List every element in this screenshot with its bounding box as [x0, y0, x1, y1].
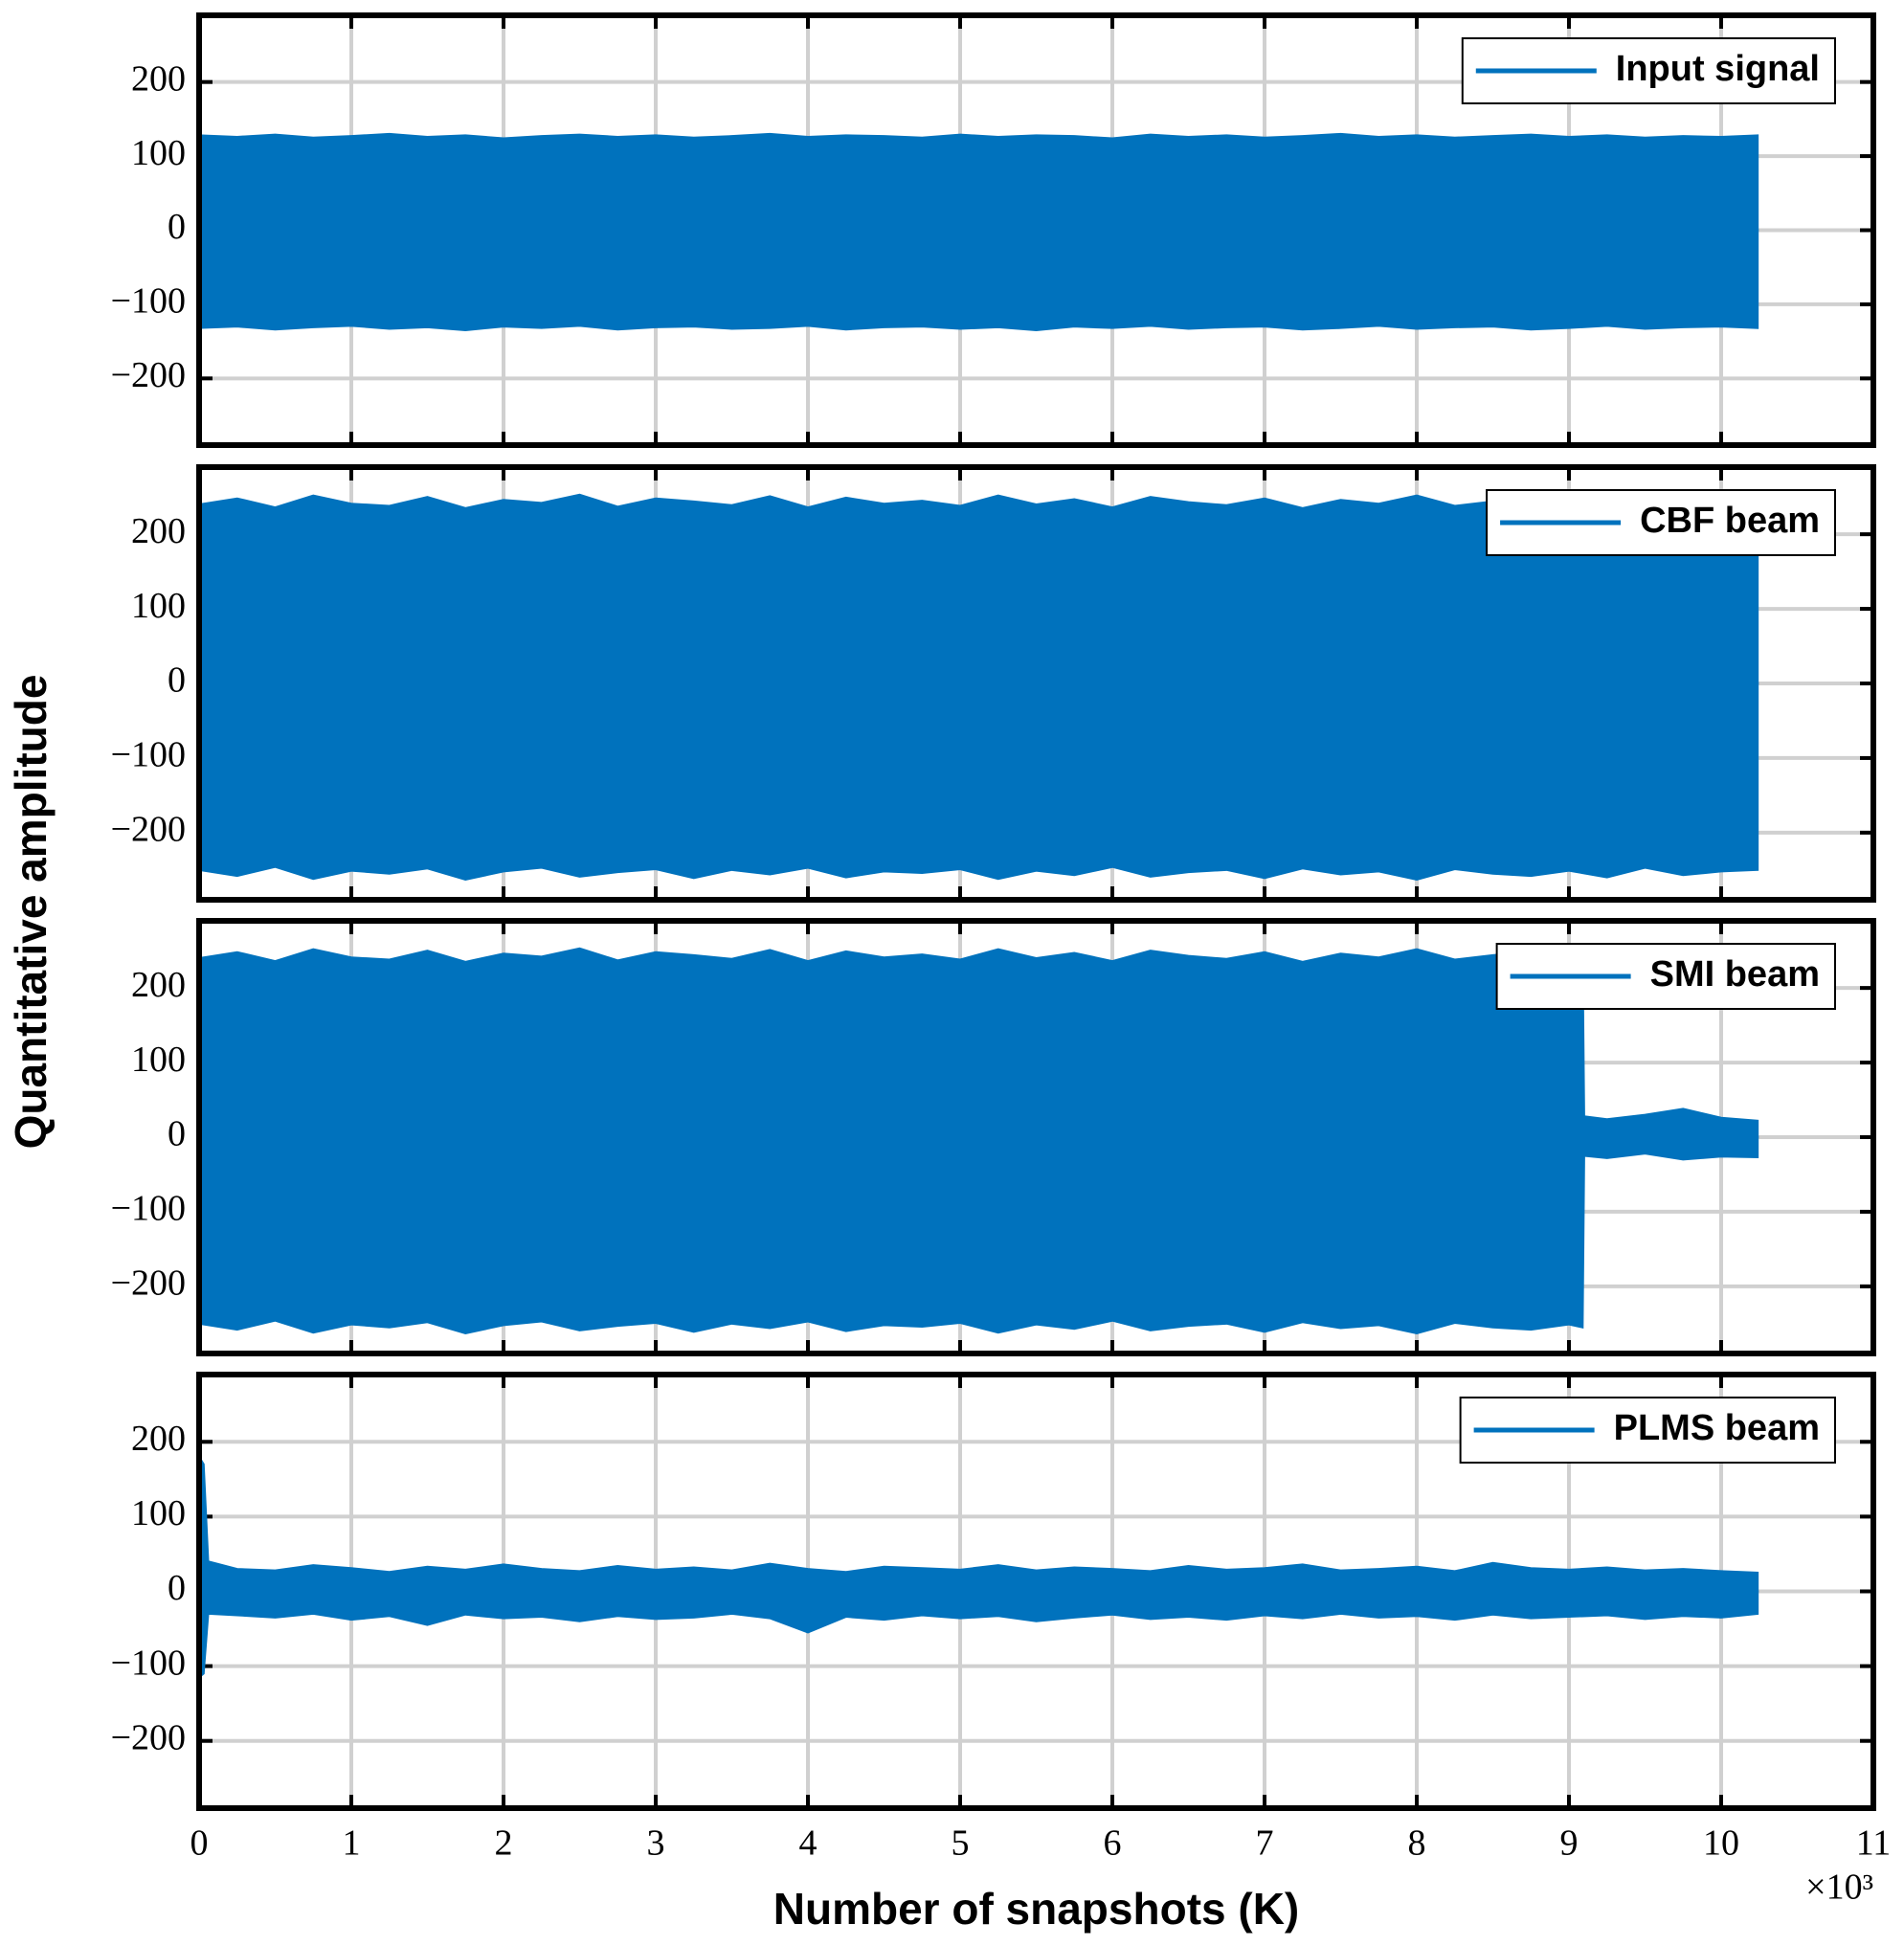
y-tick-label: −200 — [111, 355, 186, 395]
signal-area — [199, 1454, 1759, 1593]
signal-area — [199, 132, 1759, 232]
y-tick-label: 100 — [131, 1493, 186, 1533]
y-tick-label: −100 — [111, 1643, 186, 1683]
legend-label: PLMS beam — [1614, 1408, 1820, 1448]
x-tick-label: 5 — [952, 1823, 970, 1864]
y-tick-label: 100 — [131, 133, 186, 173]
y-tick-label: −100 — [111, 281, 186, 322]
signal-area — [199, 682, 1759, 881]
y-tick-label: 200 — [131, 511, 186, 551]
x-tick-label: 8 — [1408, 1823, 1426, 1864]
y-tick-label: 200 — [131, 965, 186, 1005]
plot-frame — [196, 464, 1876, 903]
legend: Input signal — [1461, 37, 1836, 104]
y-axis-label: Quantitative amplitude — [6, 675, 56, 1150]
y-tick-label: 0 — [168, 1568, 186, 1608]
legend-label: SMI beam — [1650, 954, 1820, 995]
y-tick-label: −200 — [111, 810, 186, 850]
y-tick-label: 0 — [168, 1114, 186, 1154]
x-tick-label: 7 — [1256, 1823, 1274, 1864]
legend-label: Input signal — [1616, 49, 1820, 89]
legend: SMI beam — [1495, 943, 1836, 1010]
x-axis-label: Number of snapshots (K) — [773, 1884, 1299, 1934]
plot-frame — [196, 12, 1876, 448]
y-tick-label: −200 — [111, 1264, 186, 1304]
legend-label: CBF beam — [1640, 501, 1820, 541]
plot-frame — [196, 1372, 1876, 1811]
y-tick-label: −100 — [111, 1189, 186, 1229]
legend: CBF beam — [1486, 489, 1836, 556]
x-tick-label: 10 — [1703, 1823, 1739, 1864]
x-tick-label: 0 — [190, 1823, 209, 1864]
x-tick-label: 2 — [495, 1823, 513, 1864]
y-tick-label: −100 — [111, 735, 186, 775]
y-tick-label: 0 — [168, 207, 186, 247]
x-tick-label: 11 — [1856, 1823, 1892, 1864]
signal-area — [199, 1590, 1759, 1679]
y-tick-label: 100 — [131, 1040, 186, 1080]
x-tick-label: 4 — [799, 1823, 818, 1864]
signal-area — [199, 1136, 1759, 1334]
y-tick-label: 200 — [131, 1419, 186, 1459]
x-tick-label: 6 — [1104, 1823, 1122, 1864]
x-multiplier: ×10³ — [1805, 1868, 1873, 1908]
x-tick-label: 9 — [1560, 1823, 1579, 1864]
legend: PLMS beam — [1459, 1397, 1836, 1464]
plot-frame — [196, 918, 1876, 1356]
y-tick-label: 100 — [131, 586, 186, 626]
x-tick-label: 3 — [647, 1823, 665, 1864]
y-tick-label: −200 — [111, 1717, 186, 1757]
y-tick-label: 200 — [131, 58, 186, 99]
y-tick-label: 0 — [168, 660, 186, 701]
signal-area — [199, 229, 1759, 332]
x-tick-label: 1 — [343, 1823, 361, 1864]
